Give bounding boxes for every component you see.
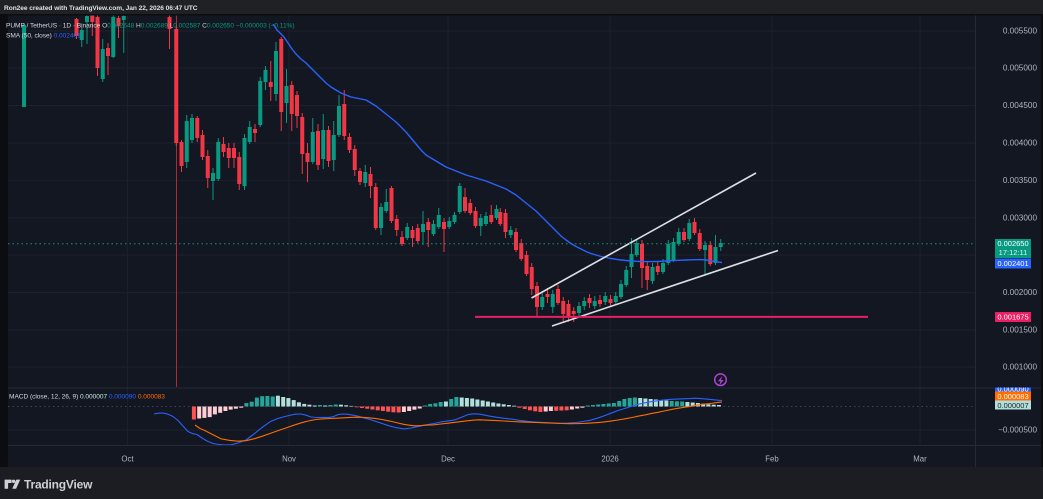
svg-text:SMA (50, close) 0.002401: SMA (50, close) 0.002401: [6, 33, 81, 40]
svg-text:0.001500: 0.001500: [1003, 326, 1038, 335]
svg-text:0.005000: 0.005000: [1003, 64, 1038, 73]
svg-text:0.003000: 0.003000: [1003, 214, 1038, 223]
svg-text:0.001675: 0.001675: [997, 313, 1028, 322]
svg-text:0.000007: 0.000007: [997, 401, 1028, 410]
svg-text:0.002401: 0.002401: [997, 259, 1028, 268]
svg-text:0.003500: 0.003500: [1003, 176, 1038, 185]
svg-text:Oct: Oct: [121, 455, 134, 464]
svg-text:Nov: Nov: [282, 455, 296, 464]
svg-text:0.004500: 0.004500: [1003, 101, 1038, 110]
svg-text:MACD (close, 12, 26, 9) 0.0000: MACD (close, 12, 26, 9) 0.000007 0.00009…: [9, 394, 165, 401]
svg-text:0.001000: 0.001000: [1003, 363, 1038, 372]
svg-text:17:12:11: 17:12:11: [999, 248, 1028, 257]
svg-text:0.004000: 0.004000: [1003, 139, 1038, 148]
svg-text:−0.000500: −0.000500: [998, 426, 1037, 435]
svg-text:Mar: Mar: [913, 455, 927, 464]
svg-text:0.000083: 0.000083: [997, 392, 1028, 401]
svg-text:Ron2ee created with TradingVie: Ron2ee created with TradingView.com, Jan…: [4, 5, 198, 12]
svg-text:Feb: Feb: [765, 455, 779, 464]
svg-text:0.002650: 0.002650: [997, 239, 1028, 248]
svg-text:TradingView: TradingView: [24, 478, 93, 492]
svg-text:PUMP / TetherUS · 1D · Binance: PUMP / TetherUS · 1D · Binance O0.002648…: [6, 23, 295, 30]
svg-text:0.002000: 0.002000: [1003, 288, 1038, 297]
svg-text:2026: 2026: [601, 455, 618, 464]
svg-text:0.000090: 0.000090: [997, 384, 1028, 393]
svg-text:0.005500: 0.005500: [1003, 27, 1038, 36]
svg-text:Dec: Dec: [441, 455, 455, 464]
